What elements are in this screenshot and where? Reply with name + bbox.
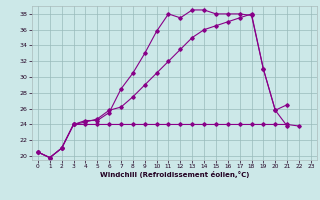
X-axis label: Windchill (Refroidissement éolien,°C): Windchill (Refroidissement éolien,°C) bbox=[100, 171, 249, 178]
